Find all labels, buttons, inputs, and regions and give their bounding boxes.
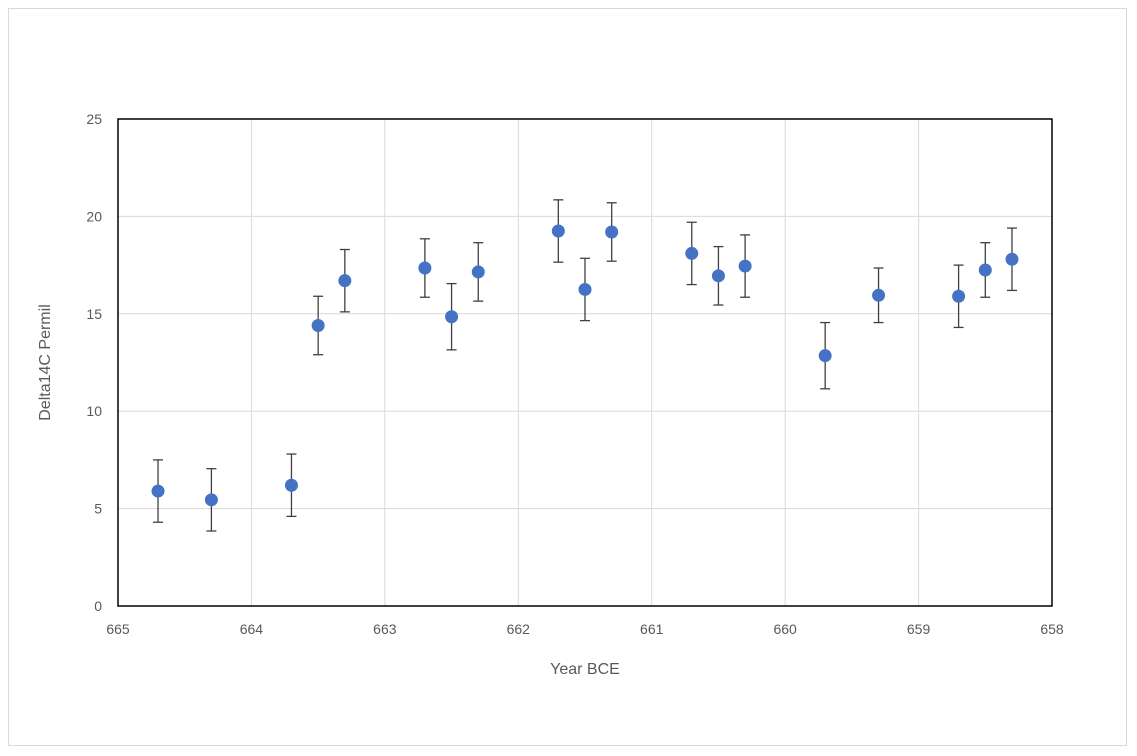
data-point xyxy=(738,259,752,273)
x-tick-labels: 665 664 663 662 661 660 659 658 xyxy=(106,621,1064,637)
error-bars xyxy=(153,199,1017,532)
chart-frame xyxy=(8,8,1127,746)
data-point xyxy=(338,274,352,288)
data-point xyxy=(818,349,832,363)
data-point xyxy=(578,282,592,296)
data-point xyxy=(872,288,886,302)
x-tick-label: 662 xyxy=(507,621,531,637)
y-tick-label: 10 xyxy=(86,403,102,419)
data-point xyxy=(685,246,699,260)
data-point xyxy=(445,310,459,324)
data-point xyxy=(471,265,485,279)
y-axis-title: Delta14C Permil xyxy=(37,304,54,420)
y-tick-label: 20 xyxy=(86,208,102,224)
data-point xyxy=(151,484,165,498)
data-point xyxy=(1005,252,1019,266)
data-point xyxy=(418,261,432,275)
x-tick-label: 665 xyxy=(106,621,130,637)
x-tick-label: 658 xyxy=(1040,621,1064,637)
y-tick-labels: 0 5 10 15 20 25 xyxy=(86,111,102,614)
y-tick-label: 5 xyxy=(94,501,102,517)
y-tick-label: 15 xyxy=(86,306,102,322)
y-tick-label: 25 xyxy=(86,111,102,127)
y-tick-label: 0 xyxy=(94,598,102,614)
plot-area-border xyxy=(117,118,1053,607)
data-point xyxy=(605,225,619,239)
x-tick-label: 664 xyxy=(240,621,264,637)
x-axis-title: Year BCE xyxy=(550,661,620,678)
data-point xyxy=(711,269,725,283)
data-markers xyxy=(151,224,1019,507)
data-point xyxy=(284,478,298,492)
data-point xyxy=(204,493,218,507)
data-point xyxy=(978,263,992,277)
x-tick-label: 661 xyxy=(640,621,664,637)
gridlines xyxy=(117,118,1053,607)
data-point xyxy=(551,224,565,238)
data-point xyxy=(311,318,325,332)
x-tick-label: 663 xyxy=(373,621,397,637)
x-tick-label: 660 xyxy=(773,621,797,637)
data-point xyxy=(952,289,966,303)
x-tick-label: 659 xyxy=(907,621,931,637)
